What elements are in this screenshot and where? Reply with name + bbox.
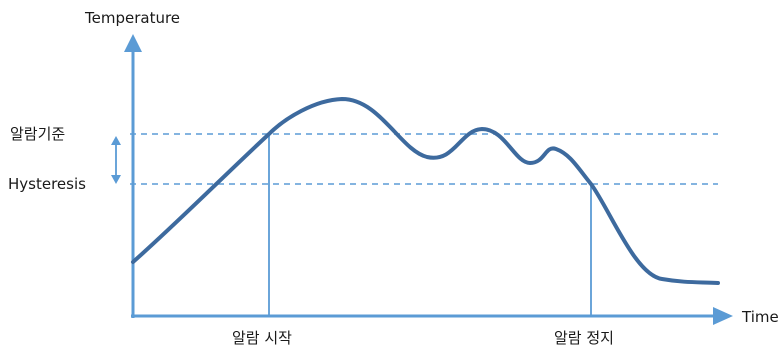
y-axis	[124, 34, 142, 318]
x-axis	[131, 307, 733, 325]
y-axis-label: Temperature	[84, 9, 180, 27]
alarm-stop-label: 알람 정지	[554, 329, 614, 346]
hysteresis-label: Hysteresis	[8, 175, 86, 193]
x-axis-arrow-icon	[713, 307, 733, 325]
x-axis-label: Time	[741, 308, 779, 326]
temperature-curve	[131, 97, 720, 285]
alarm-start-label: 알람 시작	[232, 329, 292, 346]
hysteresis-range-arrow	[111, 136, 121, 184]
alarm-threshold-label: 알람기준	[10, 125, 65, 143]
y-axis-arrow-icon	[124, 34, 142, 52]
